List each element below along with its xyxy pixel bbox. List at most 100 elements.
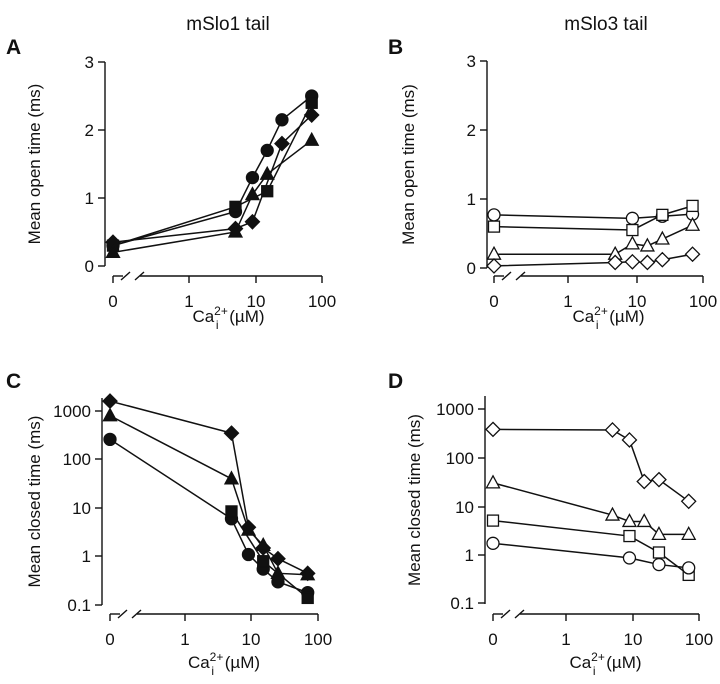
data-point-triangle xyxy=(639,237,655,252)
data-point-triangle xyxy=(624,235,641,250)
y-tick-label: 0 xyxy=(85,257,94,276)
data-point-diamond xyxy=(636,473,653,490)
series-diamond xyxy=(105,107,320,251)
x-tick-label: 0 xyxy=(105,630,114,649)
data-point-triangle xyxy=(300,566,316,581)
series-triangle xyxy=(102,407,316,581)
panel-title: mSlo3 tail xyxy=(564,14,647,35)
data-point-diamond xyxy=(486,258,502,274)
data-point-triangle xyxy=(255,536,271,551)
data-point-circle xyxy=(652,557,666,572)
axis-break-mark xyxy=(514,609,525,619)
data-point-square xyxy=(656,208,669,222)
panel-letter: B xyxy=(388,36,403,59)
x-label-unit: (µM) xyxy=(220,653,260,672)
x-label-base: Ca xyxy=(569,653,591,672)
data-point-diamond xyxy=(607,254,624,271)
y-tick-label: 0 xyxy=(467,259,476,278)
series-triangle xyxy=(486,216,701,260)
x-axis-label: Ca2+ i (µM) xyxy=(569,650,641,678)
x-label-sup: 2+ xyxy=(591,650,605,664)
axis-break-mark xyxy=(500,609,511,619)
data-point-square xyxy=(652,546,666,559)
y-tick-label: 0.1 xyxy=(450,594,474,613)
x-label-unit: (µM) xyxy=(605,307,645,326)
panel-d: D 0.1 1 10 100 1000 0 1 10 100 Ca2+ i (µM) Mean clos… xyxy=(388,370,713,678)
panel-letter: A xyxy=(6,36,21,59)
data-point-circle xyxy=(260,143,274,158)
data-point-diamond xyxy=(651,471,667,488)
data-point-square xyxy=(626,223,639,237)
series-line-triangle xyxy=(492,482,689,536)
data-point-triangle xyxy=(244,186,261,201)
data-point-diamond xyxy=(604,422,621,438)
data-point-diamond xyxy=(274,135,290,152)
series-line-triangle xyxy=(109,415,308,576)
x-tick-label: 1 xyxy=(561,630,570,649)
y-axis-label: Mean closed time (ms) xyxy=(25,416,44,588)
x-label-sup: 2+ xyxy=(594,304,608,318)
series-diamond xyxy=(102,393,316,582)
x-label-unit: (µM) xyxy=(225,307,265,326)
series-line-diamond xyxy=(109,400,309,574)
x-label-unit: (µM) xyxy=(602,653,642,672)
y-tick-label: 1 xyxy=(82,547,91,566)
y-tick-label: 3 xyxy=(467,52,476,71)
x-label-base: Ca xyxy=(572,307,594,326)
data-point-triangle xyxy=(604,506,621,521)
y-tick-label: 1 xyxy=(465,546,474,565)
data-point-diamond xyxy=(639,254,656,271)
series-square xyxy=(225,505,314,605)
data-point-diamond xyxy=(303,107,320,123)
series-square xyxy=(487,199,699,237)
data-point-circle xyxy=(271,575,285,589)
series-circle xyxy=(106,89,319,253)
data-point-triangle xyxy=(621,513,638,528)
axis-break-mark xyxy=(515,271,526,281)
series-line-diamond xyxy=(492,428,690,502)
x-tick-label: 10 xyxy=(242,630,261,649)
data-point-triangle xyxy=(485,474,501,489)
series-diamond xyxy=(486,246,701,274)
y-axis-label: Mean open time (ms) xyxy=(25,84,44,245)
x-label-sub: i xyxy=(593,664,596,678)
data-point-circle xyxy=(625,211,640,225)
data-point-square xyxy=(261,185,274,198)
x-axis-label: Ca2+ i (µM) xyxy=(188,650,260,678)
data-point-circle xyxy=(103,432,117,447)
axis-break-mark xyxy=(120,271,131,281)
axis-break-mark xyxy=(131,609,142,619)
x-label-base: Ca xyxy=(192,307,214,326)
x-tick-label: 1 xyxy=(184,292,193,311)
y-tick-label: 1 xyxy=(467,190,476,209)
data-point-triangle xyxy=(651,526,667,541)
data-point-square xyxy=(301,591,314,605)
x-tick-label: 0 xyxy=(489,292,498,311)
y-tick-label: 2 xyxy=(467,121,476,140)
data-point-circle xyxy=(245,170,260,185)
x-tick-label: 10 xyxy=(628,292,647,311)
data-point-triangle xyxy=(223,470,240,485)
x-label-base: Ca xyxy=(188,653,210,672)
data-point-circle xyxy=(486,536,500,550)
x-tick-label: 100 xyxy=(689,292,717,311)
axis-break-mark xyxy=(117,609,128,619)
x-label-sub: i xyxy=(211,664,214,678)
panel-c: C 0.1 1 10 100 1000 0 1 10 100 Ca2+ i (µM) Mean clos… xyxy=(6,370,332,678)
y-tick-label: 0.1 xyxy=(67,596,91,615)
data-point-triangle xyxy=(681,526,697,541)
x-label-sub: i xyxy=(216,318,219,332)
data-point-diamond xyxy=(624,253,641,270)
data-point-circle xyxy=(622,551,637,565)
data-point-triangle xyxy=(486,245,502,260)
data-point-circle xyxy=(241,547,256,562)
series-line-square xyxy=(492,519,690,576)
y-tick-label: 100 xyxy=(446,449,474,468)
series-line-circle xyxy=(493,213,693,220)
series-line-circle xyxy=(492,542,689,569)
data-point-square xyxy=(229,200,242,213)
x-label-sup: 2+ xyxy=(214,304,228,318)
y-tick-label: 10 xyxy=(455,498,474,517)
